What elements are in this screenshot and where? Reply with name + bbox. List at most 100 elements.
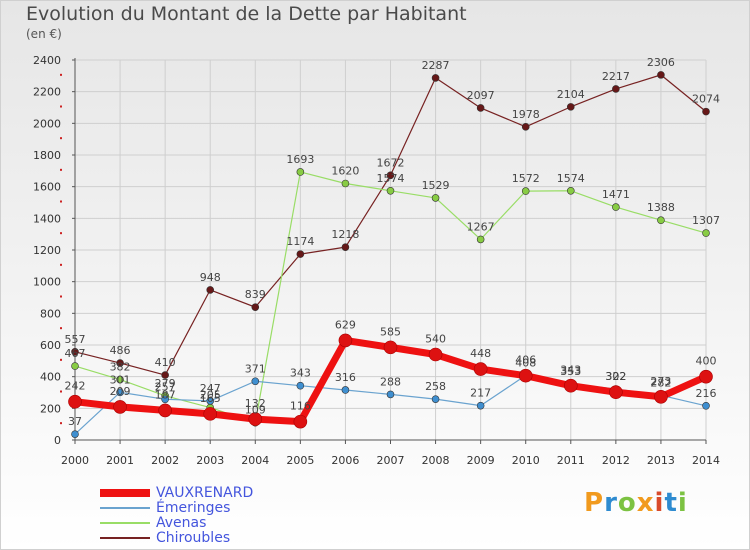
legend-swatch-chiroubles [100, 536, 150, 539]
data-label-avenas-2012: 1471 [602, 188, 630, 201]
point-chiroubles-2004 [251, 303, 260, 311]
data-label-chiroubles-2007: 1672 [377, 156, 405, 169]
data-label-avenas-2010: 1572 [512, 172, 540, 185]
x-tick-label-2011: 2011 [557, 454, 585, 467]
y-minor-tick [60, 358, 62, 361]
point-chiroubles-2009 [476, 104, 485, 112]
data-label--meringes-2008: 258 [425, 380, 446, 393]
point--meringes-2007 [386, 390, 395, 399]
data-label-vauxrenard-2010: 406 [515, 354, 536, 367]
point-chiroubles-2002 [161, 371, 169, 379]
chart-legend: VAUXRENARD Émeringes Avenas Chiroubles [100, 485, 253, 546]
y-tick-label-800: 800 [40, 307, 61, 320]
data-label--meringes-2006: 316 [335, 371, 356, 384]
x-tick-label-2000: 2000 [61, 454, 89, 467]
point-avenas-2005 [296, 168, 305, 176]
point-vauxrenard-2006 [338, 333, 353, 348]
point-chiroubles-2005 [296, 250, 305, 258]
point--meringes-2014 [702, 401, 710, 410]
point-avenas-2009 [476, 235, 485, 244]
legend-item-vauxrenard: VAUXRENARD [100, 485, 253, 501]
point-avenas-2006 [341, 179, 350, 188]
point-vauxrenard-2004 [248, 412, 263, 426]
proxiti-logo: Proxiti [584, 488, 688, 518]
data-label-avenas-2005: 1693 [286, 153, 314, 166]
point-vauxrenard-2002 [158, 403, 172, 418]
x-tick-label-2007: 2007 [377, 454, 405, 467]
x-tick-label-2012: 2012 [602, 454, 630, 467]
point-avenas-2007 [386, 186, 395, 195]
point--meringes-2004 [251, 377, 260, 386]
x-tick-label-2009: 2009 [467, 454, 495, 467]
data-label-vauxrenard-2009: 448 [470, 347, 491, 360]
data-label-chiroubles-2009: 2097 [467, 89, 495, 102]
y-minor-tick [60, 422, 62, 425]
data-label-vauxrenard-2007: 585 [380, 325, 401, 338]
data-label-avenas-2011: 1574 [557, 172, 585, 185]
point-vauxrenard-2000 [68, 394, 82, 409]
data-label-vauxrenard-2013: 273 [650, 375, 671, 388]
y-minor-tick [60, 390, 62, 393]
y-tick-label-2200: 2200 [33, 86, 61, 99]
data-label-avenas-2008: 1529 [422, 179, 450, 192]
y-tick-label-2000: 2000 [33, 117, 61, 130]
point--meringes-2000 [71, 430, 79, 438]
legend-label--meringes: Émeringes [156, 499, 231, 516]
point--meringes-2008 [431, 395, 440, 403]
point-vauxrenard-2010 [518, 368, 533, 383]
y-minor-tick [60, 73, 62, 76]
data-label-chiroubles-2003: 948 [200, 271, 221, 284]
data-label-avenas-2009: 1267 [467, 220, 495, 233]
data-label--meringes-2010: 408 [515, 356, 536, 369]
legend-label-chiroubles: Chiroubles [156, 529, 231, 546]
data-label-chiroubles-2000: 557 [65, 333, 86, 346]
data-label--meringes-2001: 301 [110, 373, 131, 386]
point-avenas-2001 [116, 375, 124, 384]
data-label-chiroubles-2010: 1978 [512, 108, 540, 121]
point-chiroubles-2007 [386, 171, 395, 180]
data-label-vauxrenard-2006: 629 [335, 318, 356, 331]
data-label-avenas-2006: 1620 [331, 165, 359, 178]
y-tick-label-200: 200 [40, 402, 61, 415]
point-chiroubles-2001 [116, 359, 124, 367]
data-label-vauxrenard-2005: 116 [290, 400, 311, 413]
point-avenas-2014 [702, 229, 710, 237]
data-label-avenas-2013: 1388 [647, 201, 675, 214]
data-label-vauxrenard-2002: 187 [155, 388, 176, 401]
x-tick-label-2014: 2014 [692, 454, 720, 467]
point-avenas-2010 [521, 187, 530, 195]
data-label-vauxrenard-2003: 165 [200, 392, 221, 405]
chart-unit-label: (en €) [26, 27, 62, 41]
point-vauxrenard-2008 [428, 347, 443, 362]
data-label-chiroubles-2005: 1174 [286, 235, 314, 248]
data-label-vauxrenard-2014: 400 [696, 355, 717, 368]
y-minor-tick [60, 200, 62, 203]
point--meringes-2009 [476, 401, 485, 410]
y-tick-label-1200: 1200 [33, 244, 61, 257]
data-label-avenas-2007: 1574 [377, 172, 405, 185]
point-chiroubles-2014 [702, 107, 710, 116]
data-label-chiroubles-2011: 2104 [557, 88, 585, 101]
y-tick-label-2400: 2400 [33, 54, 61, 67]
x-tick-label-2004: 2004 [241, 454, 269, 467]
point-vauxrenard-2001 [113, 400, 127, 414]
chart-title: Evolution du Montant de la Dette par Hab… [26, 3, 467, 25]
y-minor-tick [60, 295, 62, 298]
data-label--meringes-2005: 343 [290, 367, 311, 380]
x-tick-label-2002: 2002 [151, 454, 179, 467]
data-label--meringes-2007: 288 [380, 375, 401, 388]
x-tick-label-2010: 2010 [512, 454, 540, 467]
data-label--meringes-2002: 257 [155, 380, 176, 393]
point-chiroubles-2006 [341, 243, 350, 251]
point-vauxrenard-2009 [473, 362, 488, 376]
data-label-avenas-2004: 109 [245, 404, 266, 417]
point--meringes-2001 [116, 388, 124, 397]
point-chiroubles-2011 [566, 103, 575, 111]
point--meringes-2003 [206, 397, 215, 405]
legend-swatch-vauxrenard [100, 488, 150, 497]
point--meringes-2002 [161, 395, 169, 404]
x-tick-label-2001: 2001 [106, 454, 134, 467]
data-label-chiroubles-2004: 839 [245, 288, 266, 301]
x-tick-label-2008: 2008 [422, 454, 450, 467]
